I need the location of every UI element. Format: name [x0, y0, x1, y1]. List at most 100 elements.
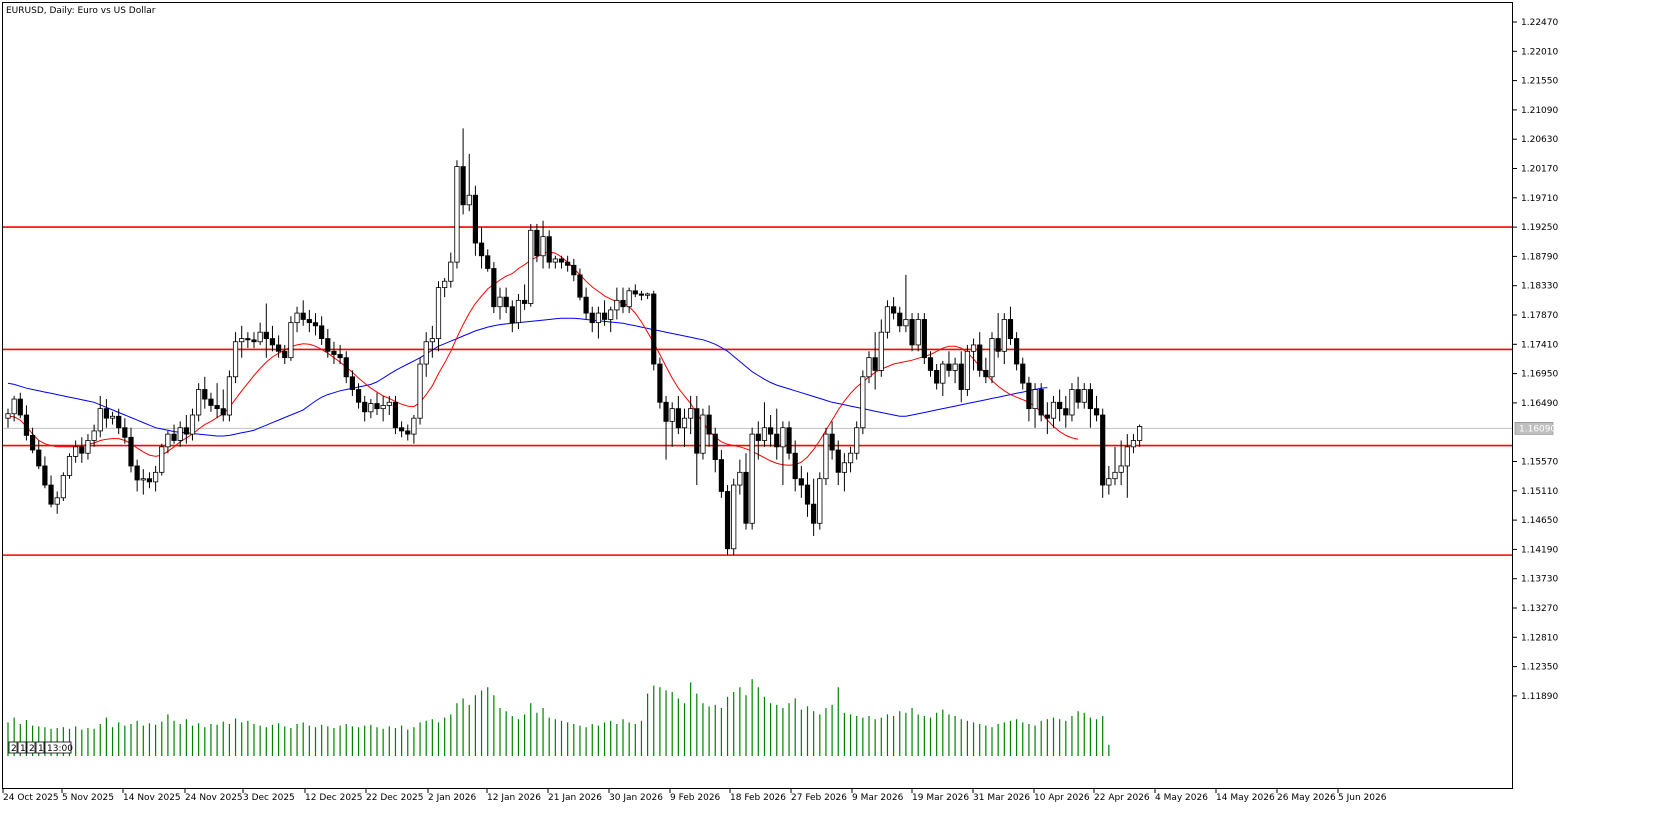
candle [608, 306, 614, 333]
candle-body [878, 331, 884, 371]
candle [811, 478, 817, 537]
candle-body [909, 319, 915, 346]
candle-body [485, 255, 491, 269]
time-tick-label: 12 Dec 2025 [305, 793, 363, 803]
candle-body [300, 312, 306, 320]
price-tick-label: 1.20630 [1521, 135, 1558, 145]
candle [970, 338, 977, 371]
candle-body [251, 339, 257, 343]
candle [620, 287, 626, 314]
candle [1081, 383, 1087, 409]
candle [565, 255, 571, 272]
timeframe-button[interactable] [35, 741, 45, 754]
price-tick-label: 1.16950 [1521, 370, 1558, 380]
candle-body [380, 405, 386, 410]
candle-body [405, 430, 411, 435]
candle-body [804, 484, 811, 505]
price-tick-label: 1.15110 [1521, 487, 1558, 497]
candle [29, 427, 36, 454]
time-tick-label: 24 Oct 2025 [3, 793, 59, 803]
candle-body [288, 322, 294, 359]
candle [429, 325, 435, 358]
candle-body [663, 401, 669, 422]
candle-body [835, 449, 841, 473]
candle [860, 370, 866, 435]
candle [423, 332, 429, 377]
candle [362, 395, 368, 422]
candle [466, 153, 472, 212]
candle [1038, 383, 1044, 422]
candle-body [239, 338, 245, 343]
candle [374, 392, 380, 416]
candle-body [657, 363, 663, 403]
candle-body [934, 370, 940, 384]
candle [534, 223, 540, 263]
candle-body [1057, 401, 1063, 410]
candle-body [860, 376, 866, 429]
candle [983, 357, 989, 384]
candle-body [386, 401, 392, 406]
candle-body [122, 427, 128, 438]
price-tick-label: 1.12350 [1521, 663, 1558, 673]
candle-body [17, 398, 23, 416]
time-axis[interactable]: 24 Oct 2025 5 Nov 2025 14 Nov 2025 24 Nov 2… [2, 788, 1387, 803]
candle [214, 383, 220, 419]
price-tick-label: 1.13270 [1521, 604, 1558, 614]
candle [847, 446, 854, 473]
candle [497, 287, 503, 320]
candle-body [60, 475, 66, 499]
candle [657, 357, 663, 409]
candle-body [66, 456, 73, 476]
time-tick-label: 19 Mar 2026 [912, 793, 969, 803]
candle [774, 408, 780, 460]
candle [140, 469, 146, 495]
candle-body [374, 403, 380, 410]
candle [718, 450, 725, 498]
candle-body [429, 338, 435, 343]
price-tick-label: 1.14650 [1521, 516, 1558, 526]
candle [189, 408, 196, 441]
timeframe-button[interactable] [17, 741, 27, 754]
candle-body [558, 258, 565, 263]
timeframe-buttons[interactable]: 2 1 2 1 13:00 [8, 741, 73, 754]
candle [398, 421, 405, 438]
candle-body [995, 338, 1001, 352]
candle-body [1106, 478, 1112, 486]
candle [989, 332, 995, 384]
candle [946, 351, 952, 377]
candle [159, 443, 165, 476]
candle-body [472, 194, 479, 244]
candle [1124, 434, 1130, 498]
candle [835, 440, 841, 486]
candle-body [460, 166, 466, 206]
candle-body [632, 290, 638, 295]
candle [485, 249, 491, 272]
candle-body [817, 478, 823, 524]
timeframe-button[interactable] [44, 741, 72, 754]
candle [1007, 306, 1014, 345]
candle-body [97, 408, 103, 432]
price-axis[interactable]: 1.22470 1.22010 1.21550 1.21090 1.20630 1.201… [1513, 18, 1558, 702]
candle [300, 300, 306, 326]
candle [817, 472, 823, 530]
candle-body [232, 341, 239, 378]
candle-body [392, 401, 399, 429]
candle-body [411, 417, 417, 435]
candle-body [1020, 363, 1026, 384]
candle-body [1069, 389, 1075, 416]
candle-body [177, 427, 183, 441]
timeframe-button[interactable] [26, 741, 36, 754]
candle [651, 290, 657, 371]
candle [282, 344, 288, 365]
candle [220, 389, 226, 422]
timeframe-button[interactable] [8, 741, 18, 754]
candle [245, 332, 251, 349]
candle [761, 402, 768, 447]
candle [829, 421, 835, 460]
candle [1050, 395, 1057, 428]
candle-body [134, 465, 140, 481]
price-tick-label: 1.11890 [1521, 692, 1558, 702]
candle [614, 287, 620, 320]
